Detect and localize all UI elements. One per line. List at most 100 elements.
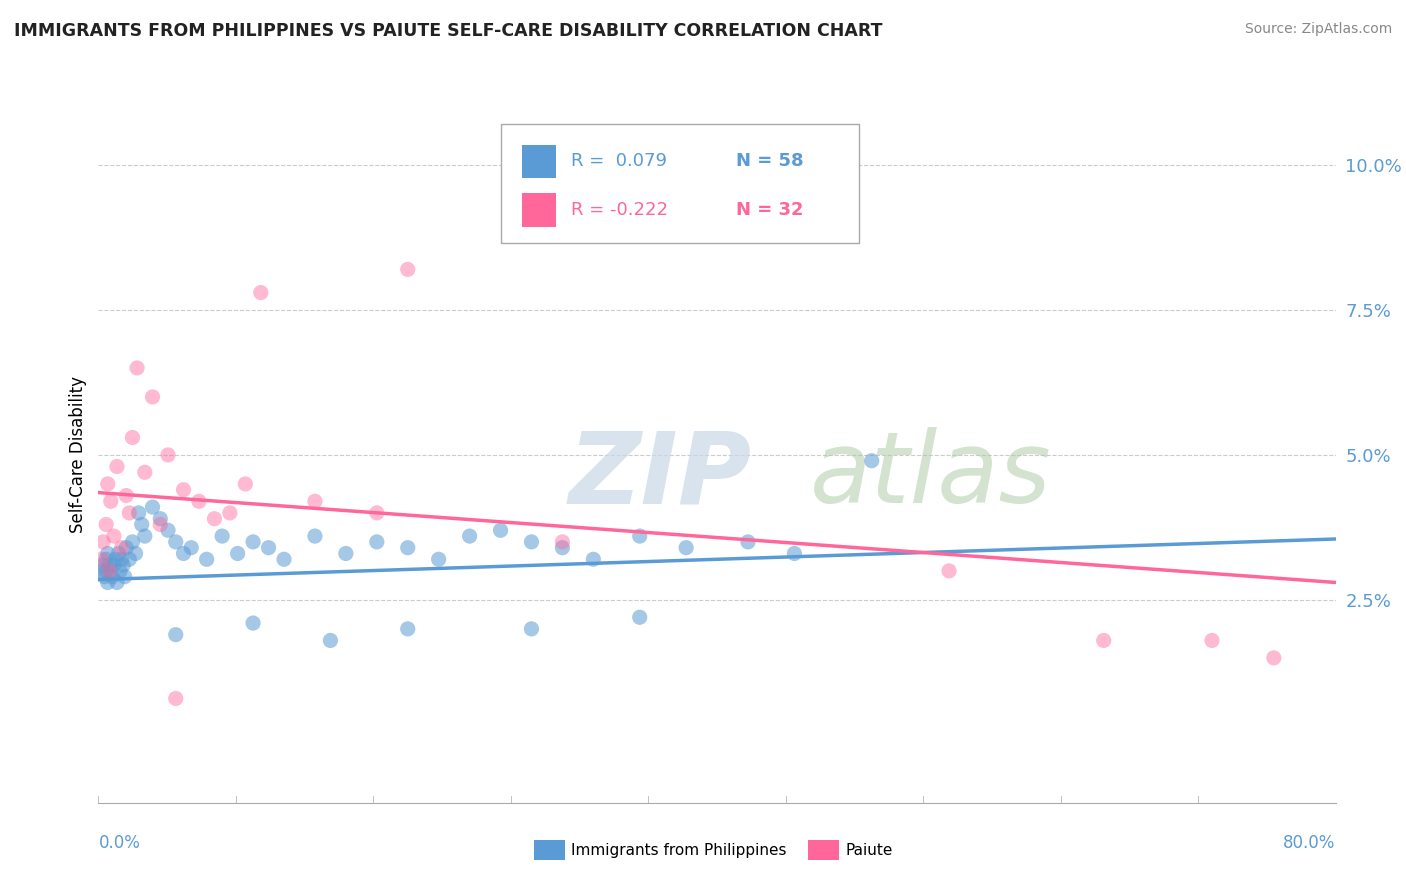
Point	[121, 534, 143, 549]
Point	[427, 552, 450, 566]
Point	[396, 262, 419, 277]
Point	[396, 541, 419, 555]
Point	[188, 494, 211, 508]
Point	[97, 476, 120, 491]
Text: R = -0.222: R = -0.222	[571, 201, 668, 219]
Point	[96, 517, 118, 532]
Point	[1201, 633, 1223, 648]
Point	[157, 523, 180, 537]
Point	[257, 541, 280, 555]
Point	[104, 552, 127, 566]
Point	[396, 622, 419, 636]
Point	[165, 534, 187, 549]
Point	[235, 476, 257, 491]
Point	[366, 534, 388, 549]
Point	[551, 534, 574, 549]
Point	[98, 564, 121, 578]
Point	[115, 489, 138, 503]
Point	[273, 552, 295, 566]
Point	[675, 541, 697, 555]
Point	[105, 575, 128, 590]
Point	[91, 534, 114, 549]
Point	[97, 575, 120, 590]
Point	[520, 622, 543, 636]
Point	[458, 529, 481, 543]
Point	[737, 534, 759, 549]
Text: ZIP: ZIP	[568, 427, 752, 524]
Point	[366, 506, 388, 520]
Point	[149, 517, 172, 532]
Y-axis label: Self-Care Disability: Self-Care Disability	[69, 376, 87, 533]
Point	[172, 483, 194, 497]
Point	[111, 552, 132, 566]
Point	[783, 546, 806, 561]
Point	[91, 558, 114, 573]
Point	[860, 453, 883, 467]
Text: atlas: atlas	[810, 427, 1052, 524]
Point	[1263, 651, 1285, 665]
Point	[112, 558, 135, 573]
Bar	[522, 145, 557, 178]
Text: Source: ZipAtlas.com: Source: ZipAtlas.com	[1244, 22, 1392, 37]
Point	[100, 494, 122, 508]
Point	[121, 431, 143, 445]
Point	[157, 448, 180, 462]
Point	[128, 506, 150, 520]
Point	[90, 564, 112, 578]
Point	[242, 615, 264, 630]
Point	[172, 546, 194, 561]
Point	[118, 552, 141, 566]
Point	[97, 546, 120, 561]
Point	[124, 546, 146, 561]
Point	[115, 541, 138, 555]
Point	[211, 529, 233, 543]
Text: N = 32: N = 32	[735, 201, 803, 219]
Point	[131, 517, 153, 532]
Point	[141, 500, 165, 514]
Point	[134, 529, 156, 543]
Point	[195, 552, 218, 566]
Point	[96, 564, 118, 578]
Point	[101, 570, 124, 584]
Text: IMMIGRANTS FROM PHILIPPINES VS PAIUTE SELF-CARE DISABILITY CORRELATION CHART: IMMIGRANTS FROM PHILIPPINES VS PAIUTE SE…	[14, 22, 883, 40]
Point	[219, 506, 242, 520]
Point	[1092, 633, 1115, 648]
Point	[90, 552, 112, 566]
Point	[165, 691, 187, 706]
Point	[319, 633, 342, 648]
Point	[127, 361, 149, 376]
Point	[114, 570, 136, 584]
Point	[250, 285, 273, 300]
Point	[180, 541, 202, 555]
Text: 0.0%: 0.0%	[98, 834, 141, 852]
Point	[226, 546, 249, 561]
Point	[204, 511, 226, 525]
Text: 80.0%: 80.0%	[1284, 834, 1336, 852]
Point	[165, 628, 187, 642]
Text: R =  0.079: R = 0.079	[571, 153, 666, 170]
Text: N = 58: N = 58	[735, 153, 803, 170]
Point	[628, 610, 651, 624]
Point	[520, 534, 543, 549]
Point	[100, 564, 122, 578]
Point	[335, 546, 357, 561]
Point	[118, 506, 141, 520]
Point	[108, 564, 131, 578]
Point	[105, 459, 128, 474]
FancyBboxPatch shape	[501, 124, 859, 243]
Point	[489, 523, 512, 537]
Point	[938, 564, 960, 578]
Point	[111, 541, 132, 555]
Point	[107, 546, 129, 561]
Point	[551, 541, 574, 555]
Text: Paiute: Paiute	[845, 843, 893, 857]
Point	[141, 390, 165, 404]
Point	[242, 534, 264, 549]
Point	[96, 552, 118, 566]
Point	[628, 529, 651, 543]
Point	[134, 466, 156, 480]
Bar	[522, 194, 557, 227]
Point	[304, 529, 326, 543]
Point	[304, 494, 326, 508]
Point	[98, 558, 121, 573]
